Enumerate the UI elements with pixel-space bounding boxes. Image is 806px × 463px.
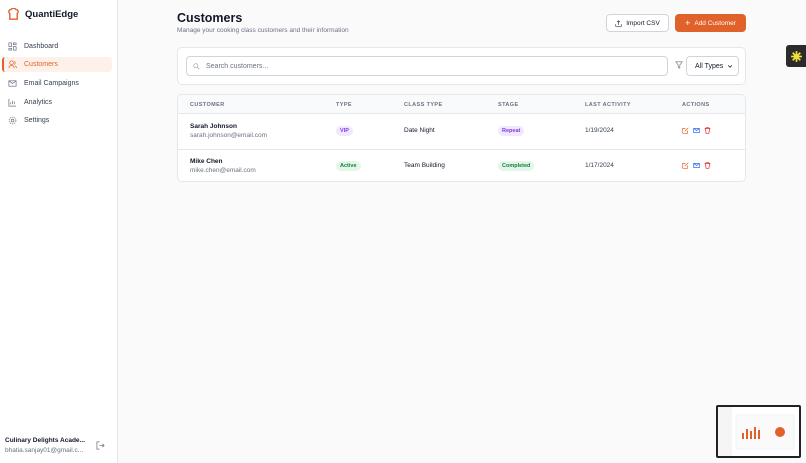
floating-widget[interactable] <box>786 45 806 67</box>
nav-item[interactable]: Analytics <box>2 95 112 110</box>
nav-label: Dashboard <box>24 43 59 50</box>
icon <box>615 19 622 27</box>
icon <box>193 62 200 70</box>
edit-icon[interactable] <box>682 161 689 169</box>
icon <box>8 98 17 107</box>
preview-thumbnail[interactable] <box>716 405 801 458</box>
type-select[interactable]: All Types <box>686 56 739 76</box>
stage-badge: Completed <box>498 160 535 171</box>
nav-item-active[interactable]: Customers <box>2 57 112 72</box>
nav-item[interactable]: Settings <box>2 113 112 128</box>
stage-badge: Repeat <box>498 126 525 136</box>
delete-icon[interactable] <box>704 127 711 134</box>
logo <box>8 8 19 20</box>
account: Culinary Delights Acade... bhatia.sanjay… <box>5 436 85 456</box>
customer-name: Sarah Johnson <box>190 123 237 130</box>
page-subtitle: Manage your cooking class customers and … <box>177 27 349 34</box>
icon <box>790 50 802 62</box>
icon <box>8 80 17 87</box>
last-activity: 1/17/2024 <box>585 161 614 169</box>
edit-icon[interactable] <box>682 127 689 134</box>
column-header: ACTIONS <box>682 102 710 108</box>
delete-icon[interactable] <box>704 161 711 169</box>
sidebar: QuantiEdge Dashboard Customers Email Cam… <box>0 0 118 463</box>
type-badge: Active <box>336 160 361 171</box>
nav-label: Customers <box>24 61 58 68</box>
customer-table: CUSTOMER TYPE CLASS TYPE STAGE LAST ACTIVITY… <box>177 94 746 182</box>
customer-email: mike.chen@email.com <box>190 166 256 174</box>
column-header: CUSTOMER <box>190 102 225 108</box>
brand-name: QuantiEdge <box>25 9 79 20</box>
column-header: STAGE <box>498 102 519 108</box>
filter-card: Search customers... All Types <box>177 47 746 85</box>
row-actions <box>682 127 711 134</box>
chevron <box>727 65 733 68</box>
row-actions <box>682 161 711 169</box>
customer-email: sarah.johnson@email.com <box>190 132 268 139</box>
nav-label: Settings <box>24 117 50 124</box>
email-icon[interactable] <box>693 127 700 134</box>
nav-item[interactable]: Email Campaigns <box>2 76 112 91</box>
nav-label: Email Campaigns <box>24 80 79 87</box>
import-button[interactable]: Import CSV <box>606 14 669 32</box>
icon <box>8 60 17 69</box>
column-header: TYPE <box>336 102 352 108</box>
page-title: Customers <box>177 11 243 25</box>
icon: + <box>685 18 691 28</box>
table-header <box>178 95 745 114</box>
button-label: Import CSV <box>626 19 660 27</box>
class-type: Date Night <box>404 127 435 134</box>
last-activity: 1/19/2024 <box>585 127 614 134</box>
filter-icon <box>675 61 683 69</box>
search-input[interactable]: Search customers... <box>186 56 668 76</box>
add-button[interactable]: + Add Customer <box>675 14 746 32</box>
email-icon[interactable] <box>693 162 700 169</box>
icon <box>8 42 17 51</box>
nav-item[interactable]: Dashboard <box>2 39 112 54</box>
thumbnail-image <box>718 407 795 456</box>
account-email: bhatia.sanjay01@gmail.c... <box>5 447 84 454</box>
nav-label: Analytics <box>24 99 53 106</box>
column-header: CLASS TYPE <box>404 102 443 108</box>
logout-button[interactable] <box>96 441 105 450</box>
customer-name: Mike Chen <box>190 157 223 165</box>
type-badge: VIP <box>336 126 353 136</box>
icon <box>8 116 17 125</box>
button-label: Add Customer <box>694 19 736 27</box>
search-placeholder: Search customers... <box>206 62 269 70</box>
select-value: All Types <box>695 62 724 70</box>
column-header: LAST ACTIVITY <box>585 102 631 108</box>
brand[interactable]: QuantiEdge <box>7 8 78 21</box>
class-type: Team Building <box>404 161 445 169</box>
account-name: Culinary Delights Acade... <box>5 437 85 444</box>
row-divider <box>178 148 745 150</box>
